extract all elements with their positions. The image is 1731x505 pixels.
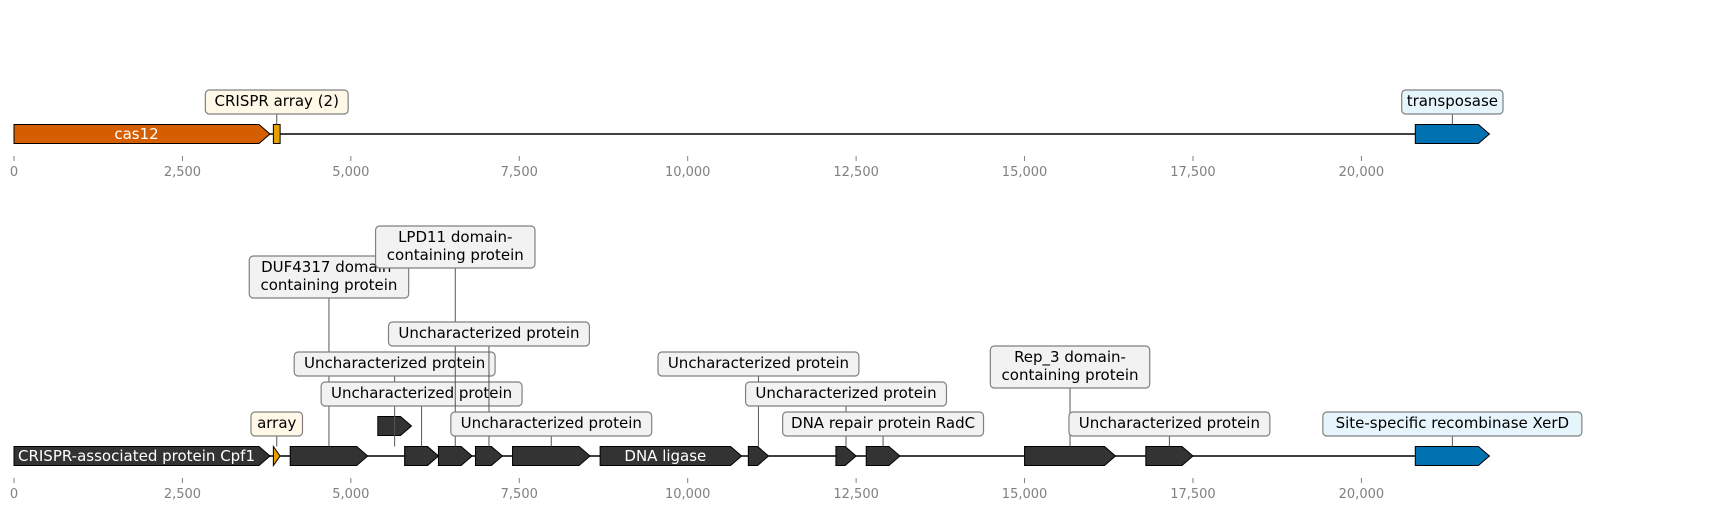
tick-label: 15,000 <box>1002 165 1048 180</box>
label-box <box>1322 411 1583 437</box>
gene-label: Uncharacterized protein <box>304 354 485 372</box>
label-box <box>320 381 523 407</box>
label-box <box>374 225 536 269</box>
gene-unchar-2[interactable] <box>404 446 440 466</box>
tick-label: 17,500 <box>1170 487 1216 502</box>
label-box <box>782 411 985 437</box>
gene-label: Site-specific recombinase XerD <box>1336 414 1570 432</box>
gene-xerd[interactable] <box>1414 446 1491 466</box>
tick-label: 2,500 <box>164 487 201 502</box>
gene-rep3[interactable] <box>1024 446 1117 466</box>
label-box <box>250 411 304 437</box>
gene-label: Uncharacterized protein <box>755 384 936 402</box>
label-box <box>450 411 653 437</box>
gene-label: DNA repair protein RadC <box>791 414 975 432</box>
tick-label: 7,500 <box>501 487 538 502</box>
tick-label: 17,500 <box>1170 165 1216 180</box>
gene-label: Uncharacterized protein <box>331 384 512 402</box>
tick-label: 12,500 <box>833 487 879 502</box>
gene-cas12[interactable] <box>13 124 271 144</box>
gene-label: Uncharacterized protein <box>668 354 849 372</box>
label-box <box>293 351 496 377</box>
label-box <box>387 321 591 347</box>
gene-radc[interactable] <box>865 446 901 466</box>
label-box <box>744 381 948 407</box>
tick-label: 0 <box>10 165 18 180</box>
tick-label: 10,000 <box>665 165 711 180</box>
gene-label: CRISPR array (2) <box>215 92 339 110</box>
tick-label: 20,000 <box>1339 487 1385 502</box>
gene-label: DUF4317 domain-containing protein <box>260 258 397 294</box>
label-box <box>1401 89 1504 115</box>
gene-inside-label: DNA ligase <box>624 447 706 465</box>
gene-transposase[interactable] <box>1414 124 1491 144</box>
gene-unchar-7[interactable] <box>1145 446 1194 466</box>
gene-array[interactable] <box>272 444 281 468</box>
gene-unchar-4[interactable] <box>512 446 591 466</box>
label-box <box>248 255 410 299</box>
gene-label: Uncharacterized protein <box>1079 414 1260 432</box>
gene-cpf1[interactable] <box>13 446 271 466</box>
label-box <box>1068 411 1271 437</box>
gene-duf4317[interactable] <box>289 446 369 466</box>
gene-label: Rep_3 domain-containing protein <box>1002 348 1139 384</box>
gene-crispr-array[interactable] <box>272 124 281 144</box>
gene-dna-ligase[interactable] <box>599 446 743 466</box>
gene-lpd11[interactable] <box>437 446 473 466</box>
label-box <box>989 345 1151 389</box>
gene-label: LPD11 domain-containing protein <box>387 228 524 264</box>
gene-label: Uncharacterized protein <box>461 414 642 432</box>
gene-unchar-6[interactable] <box>835 446 857 466</box>
label-box <box>657 351 860 377</box>
gene-inside-label: CRISPR-associated protein Cpf1 <box>18 447 255 465</box>
tick-label: 7,500 <box>501 165 538 180</box>
tick-label: 5,000 <box>332 487 369 502</box>
tick-label: 20,000 <box>1339 165 1385 180</box>
gene-label: array <box>257 414 296 432</box>
label-box <box>204 89 349 115</box>
bottom-track: 0 2,500 5,000 7,500 10,000 12,500 15,000 17,500… <box>10 225 1583 502</box>
tick-label: 15,000 <box>1002 487 1048 502</box>
tick-label: 5,000 <box>332 165 369 180</box>
tick-label: 12,500 <box>833 165 879 180</box>
top-track: 0 2,500 5,000 7,500 10,000 12,500 15,000 17,500… <box>10 89 1504 180</box>
gene-label: Uncharacterized protein <box>398 324 579 342</box>
gene-unchar-3[interactable] <box>474 446 504 466</box>
tick-label: 2,500 <box>164 165 201 180</box>
gene-unchar-5[interactable] <box>747 446 770 466</box>
tick-label: 0 <box>10 487 18 502</box>
gene-label: transposase <box>1407 92 1498 110</box>
tick-label: 10,000 <box>665 487 711 502</box>
gene-inside-label: cas12 <box>114 125 158 143</box>
